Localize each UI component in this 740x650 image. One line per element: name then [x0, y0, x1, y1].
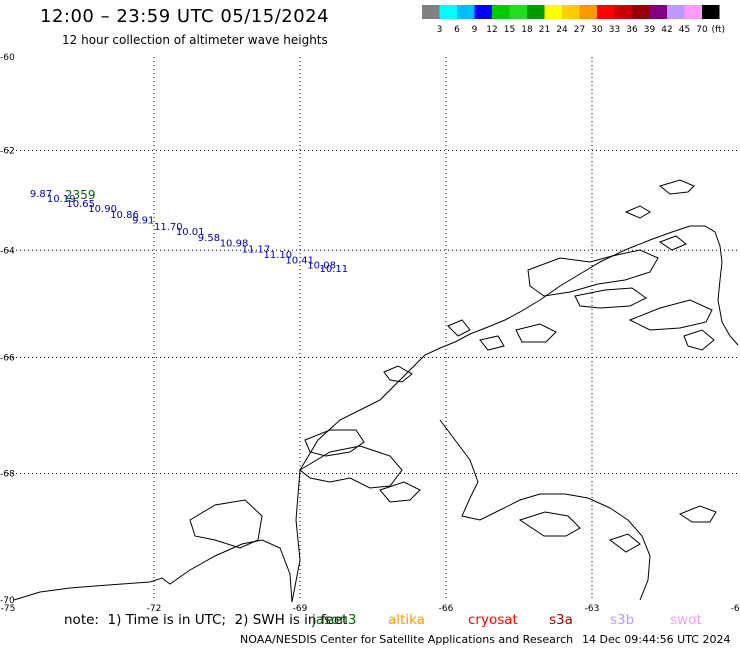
latitude-label: -60	[0, 53, 15, 63]
longitude-label: -66	[439, 604, 454, 612]
map-gridlines	[8, 57, 738, 600]
satellite-label-jason3: jason3	[312, 612, 357, 628]
island-mid-c	[383, 365, 413, 383]
wave-height-label: 10.86	[110, 210, 139, 221]
wave-height-label: 10.01	[176, 227, 205, 238]
island-adelaide	[304, 429, 365, 457]
legend-swatch	[439, 5, 457, 19]
legend-tick-label: 18	[521, 25, 533, 35]
wave-height-label: 10.65	[66, 199, 95, 210]
legend-tick-label: 36	[626, 25, 638, 35]
legend-tick-label: 33	[609, 25, 620, 35]
legend-tick-label: 24	[556, 25, 568, 35]
island-lat68-b	[379, 481, 421, 503]
island-south-east-a	[518, 511, 581, 537]
longitude-label: -69	[293, 604, 308, 612]
legend-tick-label: 15	[504, 25, 515, 35]
island-east-e	[658, 235, 687, 251]
legend-tick-label: 39	[644, 25, 656, 35]
legend-tick-label: 27	[574, 25, 585, 35]
wave-height-label: 10.11	[319, 264, 348, 275]
wave-height-label: 11.10	[264, 250, 293, 261]
legend-swatch	[457, 5, 475, 19]
longitude-label: -60	[731, 604, 740, 612]
track-time-label: 2359	[65, 188, 96, 202]
island-south-east-b	[678, 505, 717, 523]
legend-swatch	[492, 5, 510, 19]
legend-unit: (ft)	[712, 25, 726, 35]
legend-swatch	[632, 5, 650, 19]
wave-height-label: 9.87	[30, 189, 52, 200]
island-mid-b	[479, 335, 505, 351]
legend-swatch	[562, 5, 580, 19]
wave-height-label: 10.19	[47, 194, 76, 205]
latitude-label: -68	[0, 470, 15, 480]
island-east-g	[683, 329, 715, 351]
longitude-label: -75	[1, 604, 16, 612]
satellite-label-s3a: s3a	[549, 612, 573, 628]
satellite-label-altika: altika	[388, 612, 425, 628]
legend-tick-label: 9	[472, 25, 478, 35]
island-south	[189, 499, 263, 549]
island-east-a	[527, 249, 659, 297]
longitude-label: -63	[585, 604, 600, 612]
legend-tick-label: 12	[486, 25, 497, 35]
latitude-label: -64	[0, 246, 15, 256]
island-lat68-a	[299, 445, 403, 489]
island-east-b	[574, 287, 647, 309]
wave-height-label: 11.17	[242, 244, 271, 255]
coastline-peninsula-west	[291, 225, 739, 603]
wave-height-label: 10.08	[307, 260, 336, 271]
latitude-label: -70	[0, 596, 15, 606]
coastline	[13, 179, 739, 603]
coastline-inner	[439, 419, 651, 601]
legend-swatch	[649, 5, 667, 19]
wave-height-label: 10.98	[220, 239, 249, 250]
legend-tick-label: 70	[696, 25, 708, 35]
island-south-east-c	[608, 533, 641, 553]
legend-swatch	[702, 5, 720, 19]
legend-tick-label: 21	[539, 25, 550, 35]
legend-swatch	[509, 5, 527, 19]
legend-swatch	[474, 5, 492, 19]
wave-height-label: 11.70	[154, 222, 183, 233]
legend-swatch	[527, 5, 545, 19]
latitude-label: -62	[0, 146, 15, 156]
island-east-d	[624, 205, 651, 219]
island-mid-a	[447, 319, 471, 337]
legend-tick-label: 42	[661, 25, 672, 35]
legend-swatch	[579, 5, 597, 19]
latitude-label: -66	[0, 354, 15, 364]
legend-swatch	[422, 5, 440, 19]
footnote: note: 1) Time is in UTC; 2) SWH is in fe…	[64, 612, 348, 628]
wave-height-label: 10.41	[285, 255, 314, 266]
island-east-f	[628, 299, 713, 331]
legend-swatch	[667, 5, 685, 19]
island-east-h	[515, 323, 557, 343]
wave-height-label: 9.58	[198, 233, 220, 244]
coastline-peninsula-south	[13, 539, 293, 603]
legend-swatch	[614, 5, 632, 19]
island-east-c	[658, 179, 695, 195]
credit-line: NOAA/NESDIS Center for Satellite Applica…	[240, 633, 574, 646]
satellite-label-swot: swot	[670, 612, 702, 628]
legend-swatch	[544, 5, 562, 19]
map-title: 12:00 – 23:59 UTC 05/15/2024	[40, 6, 330, 27]
legend-swatch	[597, 5, 615, 19]
satellite-label-cryosat: cryosat	[468, 612, 518, 628]
satellite-label-s3b: s3b	[610, 612, 635, 628]
legend-tick-label: 30	[591, 25, 603, 35]
altimeter-track: 9.8710.1910.6510.9010.869.9111.7010.019.…	[30, 188, 348, 275]
wave-height-label: 9.91	[132, 216, 154, 227]
map-subtitle: 12 hour collection of altimeter wave hei…	[62, 33, 328, 47]
wave-height-label: 10.90	[88, 204, 117, 215]
altimeter-map: 9.8710.1910.6510.9010.869.9111.7010.019.…	[0, 53, 740, 612]
legend-tick-label: 3	[437, 25, 443, 35]
legend-swatch	[684, 5, 702, 19]
legend-tick-label: 6	[454, 25, 460, 35]
longitude-label: -72	[147, 604, 162, 612]
legend-tick-label: 45	[679, 25, 690, 35]
generated-timestamp: 14 Dec 09:44:56 UTC 2024	[582, 633, 731, 646]
wave-height-color-legend: 3 6 9 12 15 18 21 24 27 30 33 36 39 42 45 70 (ft)	[422, 5, 726, 35]
